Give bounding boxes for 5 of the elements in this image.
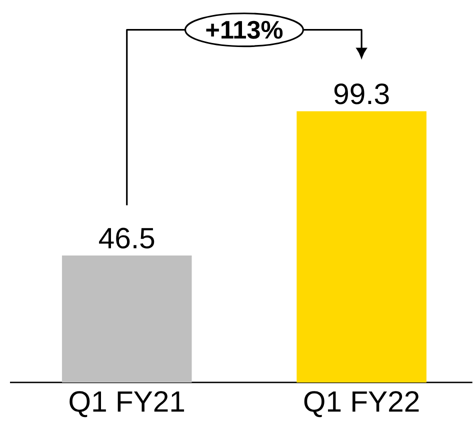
text: +113% bbox=[206, 20, 283, 39]
data-label: 99.3 bbox=[334, 83, 389, 104]
x-tick-label: Q1 FY22 bbox=[304, 390, 419, 417]
data-label: 46.5 bbox=[99, 228, 154, 248]
x-tick-label: Q1 FY21 bbox=[70, 390, 184, 417]
